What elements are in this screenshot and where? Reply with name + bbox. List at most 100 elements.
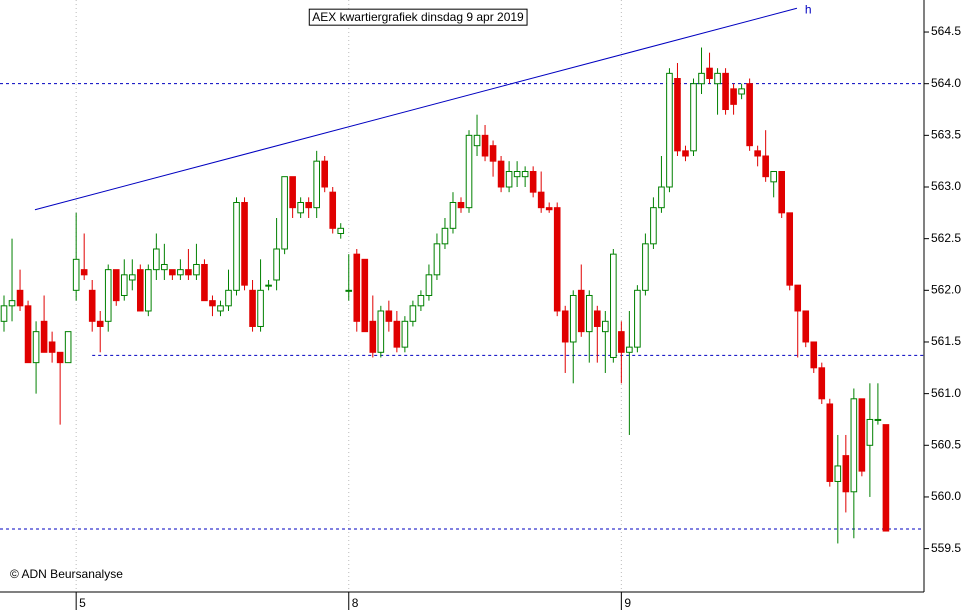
y-tick-label: 561.0 xyxy=(931,386,961,400)
plot-area xyxy=(0,0,924,592)
candle-body xyxy=(353,253,361,322)
candle-body xyxy=(209,300,216,307)
y-tick-label: 560.0 xyxy=(931,489,961,503)
candle-body xyxy=(674,78,681,152)
candle-body xyxy=(409,305,417,322)
y-tick-label: 564.0 xyxy=(931,76,961,90)
candle-body xyxy=(577,289,585,333)
candle-body xyxy=(401,320,409,348)
candle-body xyxy=(153,248,160,271)
candle-body xyxy=(802,310,810,343)
candle-body xyxy=(24,305,32,364)
candle-body xyxy=(537,191,545,209)
candle-body xyxy=(553,207,561,312)
candle-body xyxy=(281,176,288,250)
x-tick-label: 5 xyxy=(79,596,86,610)
candle-body xyxy=(441,227,449,245)
candle-body xyxy=(858,398,866,472)
candle-body xyxy=(72,258,80,291)
candle-body xyxy=(730,88,737,105)
candle-body xyxy=(585,294,593,333)
candle-body xyxy=(722,72,729,111)
candle-body xyxy=(706,67,713,80)
candle-body xyxy=(666,72,673,188)
candle-body xyxy=(128,274,136,281)
candle-body xyxy=(433,243,441,276)
candle-body xyxy=(120,274,128,296)
candle-body xyxy=(874,418,882,421)
candle-body xyxy=(489,145,497,162)
title-box xyxy=(308,8,528,26)
candle-body xyxy=(521,171,529,178)
candle-body xyxy=(233,201,240,291)
candle-body xyxy=(746,83,753,147)
candle-body xyxy=(217,305,224,312)
candle-body xyxy=(866,418,874,446)
candle-body xyxy=(626,346,633,353)
candle-body xyxy=(882,424,890,532)
candle-body xyxy=(249,289,256,327)
candle-body xyxy=(842,455,850,493)
candle-body xyxy=(810,341,818,369)
candle-body xyxy=(16,289,24,307)
candle-body xyxy=(8,300,16,307)
candle-body xyxy=(794,284,802,312)
candle-body xyxy=(561,310,569,343)
candle-body xyxy=(96,320,104,327)
candle-body xyxy=(225,289,232,307)
candle-body xyxy=(80,269,88,276)
candle-body xyxy=(505,171,513,188)
candle-body xyxy=(593,310,601,327)
candle-body xyxy=(529,171,537,193)
candle-body xyxy=(273,248,280,281)
candle-body xyxy=(698,72,705,85)
candle-body xyxy=(104,269,112,322)
candle-body xyxy=(185,269,192,276)
candle-body xyxy=(145,269,152,312)
candle-body xyxy=(393,320,401,348)
x-tick-label: 9 xyxy=(624,596,631,610)
candle-body xyxy=(457,201,465,209)
candle-body xyxy=(826,403,834,482)
candle-body xyxy=(834,465,842,482)
candle-body xyxy=(754,150,761,157)
candle-body xyxy=(682,150,689,157)
credit: © ADN Beursanalyse xyxy=(10,567,123,581)
candle-body xyxy=(786,212,794,286)
y-tick-label: 562.5 xyxy=(931,231,961,245)
y-tick-label: 563.0 xyxy=(931,179,961,193)
candle-body xyxy=(201,263,208,302)
candle-body xyxy=(610,253,617,358)
candle-body xyxy=(305,201,312,209)
y-tick-label: 563.5 xyxy=(931,128,961,142)
candle-body xyxy=(762,155,769,178)
y-tick-label: 564.5 xyxy=(931,24,961,38)
candle-body xyxy=(642,243,649,291)
candle-body xyxy=(481,134,489,157)
candle-body xyxy=(602,320,609,333)
candle-body xyxy=(497,160,505,188)
candle-body xyxy=(650,207,657,245)
candle-body xyxy=(313,160,320,209)
candle-body xyxy=(56,351,64,364)
x-tick-label: 8 xyxy=(352,596,359,610)
candle-body xyxy=(361,258,369,333)
candle-body xyxy=(241,201,248,286)
candle-body xyxy=(193,263,200,276)
candle-body xyxy=(297,201,304,214)
candle-body xyxy=(0,305,8,322)
candle-body xyxy=(425,274,433,296)
candle-body xyxy=(850,398,858,493)
trend-label: h xyxy=(805,2,812,16)
candle-body xyxy=(32,331,40,364)
candle-body xyxy=(177,269,184,276)
y-tick-label: 560.5 xyxy=(931,437,961,451)
trend-line xyxy=(34,7,798,211)
candle-body xyxy=(169,269,176,276)
candle-body xyxy=(136,269,144,312)
candle-body xyxy=(88,289,96,322)
candle-body xyxy=(690,83,697,152)
candle-body xyxy=(778,171,785,214)
candle-body xyxy=(818,367,826,400)
